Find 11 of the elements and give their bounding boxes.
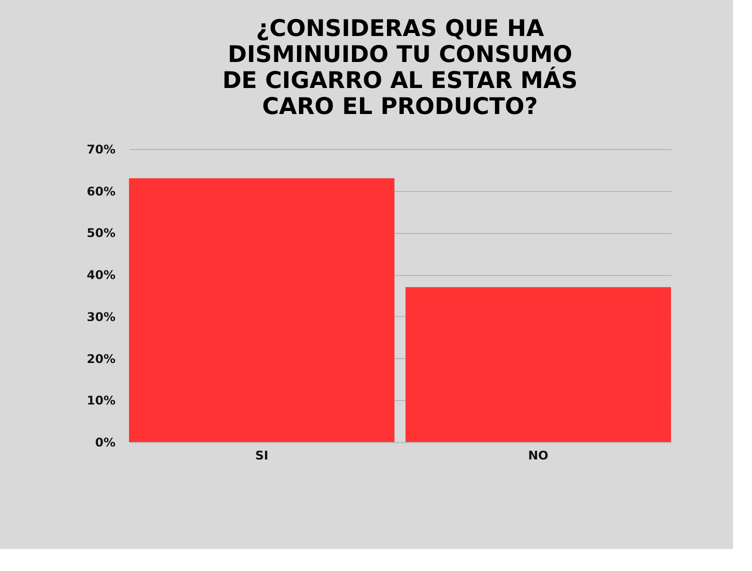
y-tick-label: 40% — [86, 268, 116, 282]
chart-title: ¿CONSIDERAS QUE HA DISMINUIDO TU CONSUMO DE CIGARRO AL ESTAR MÁS CARO EL PRODUCTO? — [222, 16, 578, 120]
x-tick-label: NO — [528, 448, 548, 462]
y-tick-label: 60% — [86, 184, 116, 198]
y-tick-label: 20% — [86, 352, 116, 366]
y-tick-label: 50% — [86, 226, 116, 240]
y-tick-label: 0% — [95, 436, 116, 450]
y-tick-label: 30% — [86, 310, 116, 324]
x-tick-label: SI — [255, 448, 268, 462]
y-tick-label: 10% — [86, 394, 116, 408]
y-tick-label: 70% — [86, 142, 116, 156]
